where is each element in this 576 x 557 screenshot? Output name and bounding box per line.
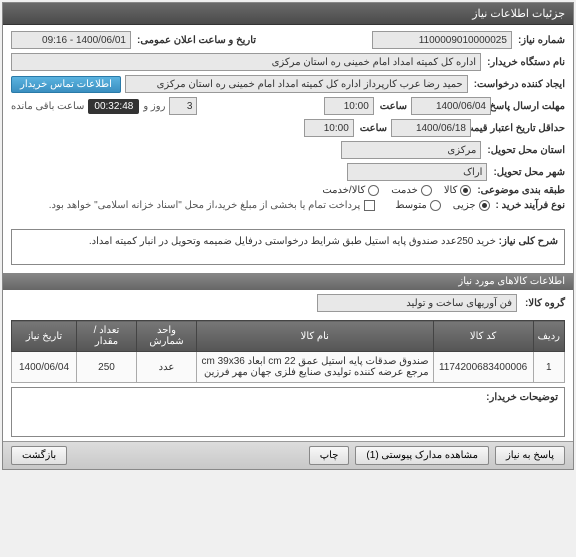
classify-radio-group: کالا خدمت کالا/خدمت bbox=[322, 185, 471, 196]
group-field: فن آوریهای ساخت و تولید bbox=[317, 294, 517, 312]
days-count-field: 3 bbox=[169, 97, 197, 115]
cell-name: صندوق صدقات پایه استیل عمق cm 22 ابعاد c… bbox=[197, 352, 434, 383]
table-row: 1 1174200683400006 صندوق صدقات پایه استی… bbox=[12, 352, 565, 383]
radio-service[interactable]: خدمت bbox=[391, 185, 432, 196]
row-province: استان محل تحویل: مرکزی bbox=[11, 141, 565, 159]
print-button[interactable]: چاپ bbox=[309, 446, 350, 465]
th-name: نام کالا bbox=[197, 321, 434, 352]
th-date: تاریخ نیاز bbox=[12, 321, 77, 352]
validity-hour-field: 10:00 bbox=[304, 119, 354, 137]
deadline-hour-field: 10:00 bbox=[324, 97, 374, 115]
buyer-comments-label: توضیحات خریدار: bbox=[486, 392, 558, 403]
radio-mixed-label: کالا/خدمت bbox=[322, 185, 365, 196]
cell-date: 1400/06/04 bbox=[12, 352, 77, 383]
th-qty: تعداد / مقدار bbox=[77, 321, 137, 352]
province-label: استان محل تحویل: bbox=[485, 145, 565, 156]
items-table: ردیف کد کالا نام کالا واحد شمارش تعداد /… bbox=[11, 320, 565, 383]
cell-idx: 1 bbox=[533, 352, 564, 383]
need-number-label: شماره نیاز: bbox=[516, 35, 565, 46]
deadline-date-field: 1400/06/04 bbox=[411, 97, 491, 115]
hour-label-2: ساعت bbox=[358, 123, 387, 134]
deadline-label: مهلت ارسال پاسخ: bbox=[495, 101, 565, 112]
buyer-org-label: نام دستگاه خریدار: bbox=[485, 57, 565, 68]
radio-icon bbox=[479, 200, 490, 211]
panel-title: جزئیات اطلاعات نیاز bbox=[3, 3, 573, 25]
row-deadline: مهلت ارسال پاسخ: 1400/06/04 ساعت 10:00 3… bbox=[11, 97, 565, 115]
need-number-field: 1100009010000025 bbox=[372, 31, 512, 49]
row-validity: حداقل تاریخ اعتبار قیمت: تا تاریخ: 1400/… bbox=[11, 119, 565, 137]
cell-code: 1174200683400006 bbox=[433, 352, 533, 383]
footer-toolbar: پاسخ به نیاز مشاهده مدارک پیوستی (1) چاپ… bbox=[3, 441, 573, 469]
classify-label: طبقه بندی موضوعی: bbox=[475, 185, 565, 196]
back-button[interactable]: بازگشت bbox=[11, 446, 67, 465]
attachments-button[interactable]: مشاهده مدارک پیوستی (1) bbox=[355, 446, 489, 465]
remain-suffix: ساعت باقی مانده bbox=[11, 101, 84, 112]
need-description-box: شرح کلی نیاز: خرید 250عدد صندوق پایه است… bbox=[11, 229, 565, 265]
table-header-row: ردیف کد کالا نام کالا واحد شمارش تعداد /… bbox=[12, 321, 565, 352]
items-section-header: اطلاعات کالاهای مورد نیاز bbox=[3, 273, 573, 290]
purchase-type-label: نوع فرآیند خرید : bbox=[494, 200, 565, 211]
radio-medium-label: متوسط bbox=[395, 200, 426, 211]
validity-label: حداقل تاریخ اعتبار قیمت: تا تاریخ: bbox=[475, 123, 565, 134]
announce-date-label: تاریخ و ساعت اعلان عمومی: bbox=[135, 35, 256, 46]
purchase-type-radio-group: جزیی متوسط bbox=[395, 200, 489, 211]
day-label: روز و bbox=[143, 101, 165, 112]
row-buyer-org: نام دستگاه خریدار: اداره کل کمیته امداد … bbox=[11, 53, 565, 71]
treasury-checkbox[interactable] bbox=[364, 200, 375, 211]
cell-unit: عدد bbox=[137, 352, 197, 383]
radio-icon bbox=[421, 185, 432, 196]
announce-date-field: 1400/06/01 - 09:16 bbox=[11, 31, 131, 49]
group-label: گروه کالا: bbox=[523, 298, 565, 309]
row-city: شهر محل تحویل: اراک bbox=[11, 163, 565, 181]
group-row: گروه کالا: فن آوریهای ساخت و تولید bbox=[3, 290, 573, 316]
city-field: اراک bbox=[347, 163, 487, 181]
radio-icon bbox=[460, 185, 471, 196]
th-code: کد کالا bbox=[433, 321, 533, 352]
cell-qty: 250 bbox=[77, 352, 137, 383]
payment-note: پرداخت تمام یا بخشی از مبلغ خرید،از محل … bbox=[49, 200, 361, 211]
th-unit: واحد شمارش bbox=[137, 321, 197, 352]
radio-small[interactable]: جزیی bbox=[453, 200, 490, 211]
province-field: مرکزی bbox=[341, 141, 481, 159]
row-classify: طبقه بندی موضوعی: کالا خدمت کالا/خدمت bbox=[11, 185, 565, 196]
reply-button[interactable]: پاسخ به نیاز bbox=[495, 446, 565, 465]
row-need-number: شماره نیاز: 1100009010000025 تاریخ و ساع… bbox=[11, 31, 565, 49]
contact-buyer-button[interactable]: اطلاعات تماس خریدار bbox=[11, 76, 121, 93]
need-detail-panel: جزئیات اطلاعات نیاز شماره نیاز: 11000090… bbox=[2, 2, 574, 470]
row-purchase-type: نوع فرآیند خرید : جزیی متوسط پرداخت تمام… bbox=[11, 200, 565, 211]
requester-label: ایجاد کننده درخواست: bbox=[472, 79, 565, 90]
radio-small-label: جزیی bbox=[453, 200, 476, 211]
need-desc-text: خرید 250عدد صندوق پایه استیل طبق شرایط د… bbox=[89, 236, 496, 247]
radio-icon bbox=[430, 200, 441, 211]
city-label: شهر محل تحویل: bbox=[491, 167, 565, 178]
row-requester: ایجاد کننده درخواست: حمید رضا عرب کارپرد… bbox=[11, 75, 565, 93]
radio-goods-label: کالا bbox=[444, 185, 458, 196]
th-row: ردیف bbox=[533, 321, 564, 352]
radio-goods[interactable]: کالا bbox=[444, 185, 472, 196]
need-desc-label: شرح کلی نیاز: bbox=[499, 236, 558, 247]
radio-icon bbox=[368, 185, 379, 196]
buyer-comments-box: توضیحات خریدار: bbox=[11, 387, 565, 437]
buyer-org-field: اداره کل کمیته امداد امام خمینی ره استان… bbox=[11, 53, 481, 71]
countdown-timer: 00:32:48 bbox=[88, 99, 139, 114]
hour-label-1: ساعت bbox=[378, 101, 407, 112]
validity-date-field: 1400/06/18 bbox=[391, 119, 471, 137]
requester-field: حمید رضا عرب کارپرداز اداره کل کمیته امد… bbox=[125, 75, 468, 93]
radio-medium[interactable]: متوسط bbox=[395, 200, 440, 211]
radio-service-label: خدمت bbox=[391, 185, 418, 196]
radio-mixed[interactable]: کالا/خدمت bbox=[322, 185, 379, 196]
form-body: شماره نیاز: 1100009010000025 تاریخ و ساع… bbox=[3, 25, 573, 221]
